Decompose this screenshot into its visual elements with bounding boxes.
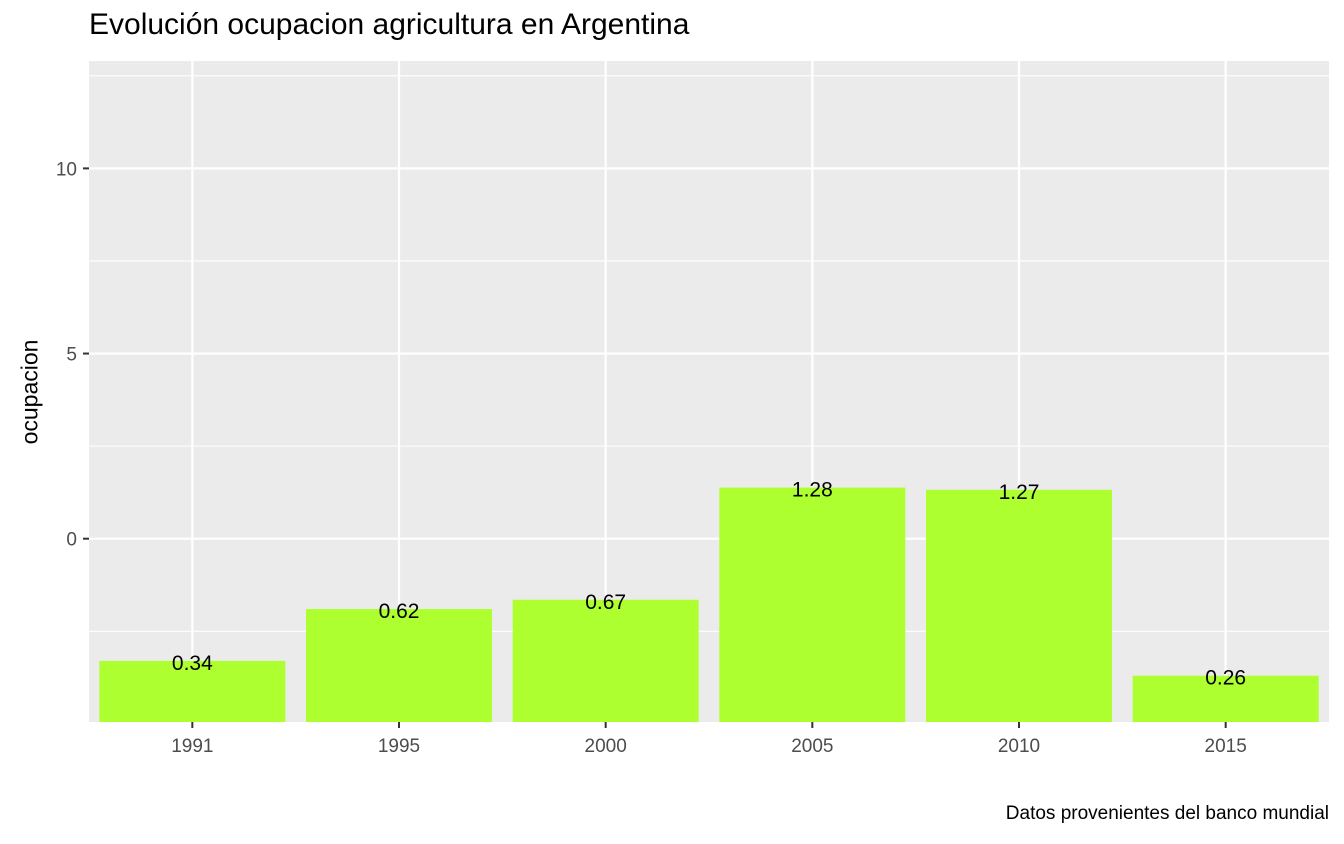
- bar-2015: [1132, 675, 1319, 722]
- bar-2010: [926, 489, 1112, 722]
- y-tick-label: 0: [66, 530, 77, 551]
- chart-caption: Datos provenientes del banco mundial: [1005, 803, 1329, 824]
- x-tick-label: 1995: [378, 736, 420, 757]
- data-label-1991: 0.34: [172, 652, 213, 675]
- bar-2005: [719, 487, 906, 722]
- x-tick-label: 2005: [791, 736, 833, 757]
- data-label-2005: 1.28: [792, 479, 833, 502]
- bar-2000: [512, 599, 699, 722]
- y-tick-label: 10: [56, 159, 77, 180]
- data-label-2015: 0.26: [1205, 667, 1246, 690]
- x-tick-label: 2015: [1205, 736, 1247, 757]
- bar-1991: [99, 660, 286, 722]
- chart-title: Evolución ocupacion agricultura en Argen…: [89, 8, 690, 41]
- data-label-2010: 1.27: [999, 481, 1040, 504]
- bar-1995: [306, 609, 492, 722]
- data-label-1995: 0.62: [379, 600, 420, 623]
- data-label-2000: 0.67: [585, 591, 626, 614]
- x-tick-label: 1991: [171, 736, 213, 757]
- y-tick-label: 5: [66, 345, 77, 366]
- x-tick-label: 2010: [998, 736, 1040, 757]
- x-tick-label: 2000: [585, 736, 627, 757]
- plot-panel: [89, 61, 1329, 722]
